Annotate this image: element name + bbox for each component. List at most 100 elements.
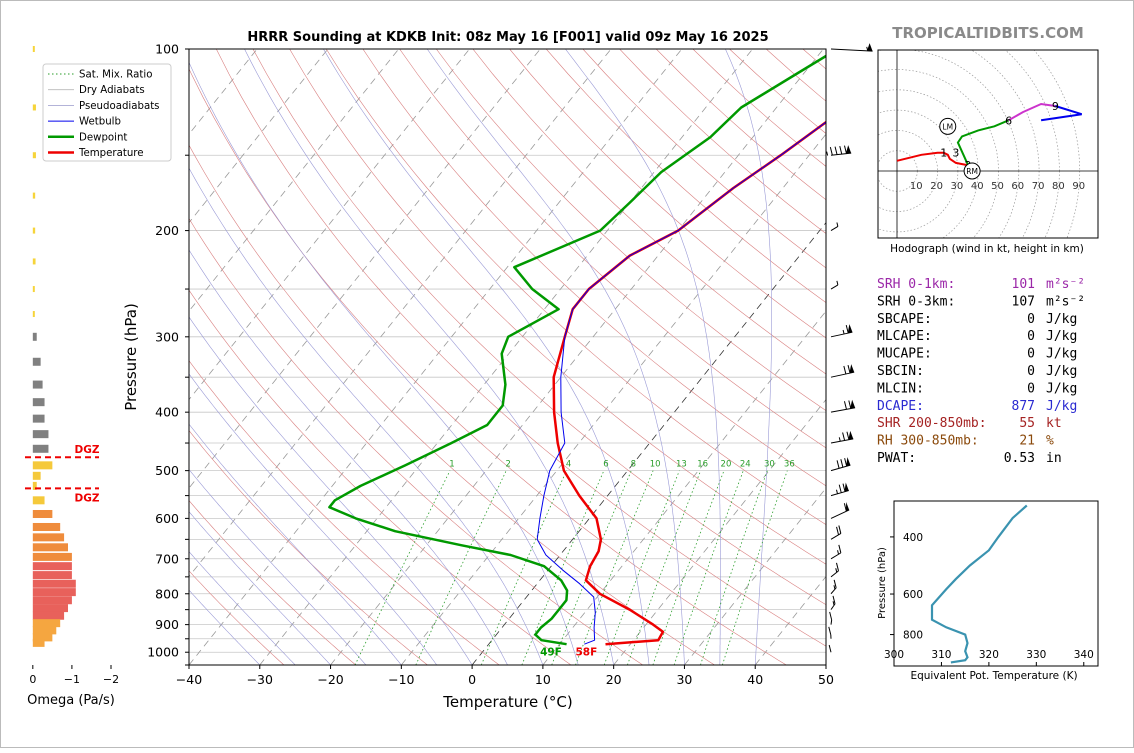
theta-e-y-tick-label: 800 bbox=[903, 630, 923, 642]
index-label: SHR 200-850mb: bbox=[877, 416, 987, 431]
hodograph-frame bbox=[878, 50, 1098, 238]
theta-e-y-tick-label: 400 bbox=[903, 532, 923, 544]
omega-bar bbox=[33, 510, 53, 518]
wind-barb-half-feather bbox=[838, 550, 839, 554]
y-tick-label: 1000 bbox=[147, 645, 179, 660]
wind-barb-feather bbox=[840, 146, 842, 154]
hodograph-ring-label: 70 bbox=[1032, 181, 1045, 192]
y-tick-label: 100 bbox=[155, 42, 179, 57]
index-unit: J/kg bbox=[1046, 364, 1077, 379]
index-value: 877 bbox=[1012, 399, 1035, 414]
wind-barb-half-feather bbox=[843, 330, 844, 334]
x-tick-label: 20 bbox=[606, 672, 622, 687]
dry-adiabat bbox=[510, 49, 1134, 665]
mixing-ratio-line bbox=[576, 471, 654, 665]
pseudoadiabat bbox=[323, 49, 649, 665]
mixing-ratio-line bbox=[552, 471, 632, 665]
wind-barb-feather bbox=[844, 366, 846, 374]
index-unit: kt bbox=[1046, 416, 1062, 431]
omega-bar bbox=[33, 286, 35, 292]
mixing-ratio-label: 4 bbox=[566, 460, 571, 470]
dry-adiabat bbox=[363, 49, 1134, 665]
wind-barb-feather bbox=[830, 612, 832, 620]
wind-barb-shaft bbox=[831, 588, 836, 594]
pseudoadiabat bbox=[134, 49, 543, 665]
index-unit: J/kg bbox=[1046, 347, 1077, 362]
wind-barb-half-feather bbox=[827, 152, 828, 156]
wind-barb-shaft bbox=[831, 533, 841, 539]
theta-e-plot bbox=[932, 506, 1027, 663]
dry-adiabat bbox=[216, 49, 858, 665]
pseudoadiabat bbox=[725, 49, 771, 665]
wind-barb-feather bbox=[835, 147, 837, 155]
theta-e-frame bbox=[894, 501, 1098, 666]
index-value: 0 bbox=[1027, 364, 1035, 379]
mixing-ratio-label: 1 bbox=[449, 460, 454, 470]
omega-bar bbox=[33, 523, 60, 531]
skewt-frame bbox=[189, 49, 826, 665]
wind-barb-half-feather bbox=[834, 585, 835, 589]
wind-barb-half-feather bbox=[837, 281, 838, 285]
theta-e-y-label: Pressure (hPa) bbox=[877, 547, 888, 619]
omega-bar bbox=[33, 571, 72, 579]
omega-axes: 0−1−2 bbox=[29, 665, 119, 686]
x-tick-label: 10 bbox=[535, 672, 551, 687]
wind-barb-shaft bbox=[831, 332, 852, 337]
wind-barb-shaft bbox=[831, 553, 841, 559]
mixing-ratio-label: 8 bbox=[631, 460, 636, 470]
wind-barb-shaft bbox=[831, 49, 873, 51]
x-tick-label: 30 bbox=[676, 672, 692, 687]
theta-e-x-tick-label: 330 bbox=[1026, 649, 1046, 661]
wind-barb-feather bbox=[837, 527, 839, 535]
dry-adiabat bbox=[143, 49, 715, 665]
index-label: SRH 0-3km: bbox=[877, 294, 955, 309]
wind-barb-shaft bbox=[831, 439, 853, 443]
omega-bar bbox=[33, 553, 72, 561]
omega-bar bbox=[33, 604, 68, 612]
hodograph-ring-label: 10 bbox=[910, 181, 923, 192]
omega-bar bbox=[33, 472, 41, 480]
y-tick-label: 300 bbox=[155, 329, 179, 344]
index-label: SBCAPE: bbox=[877, 312, 932, 327]
index-unit: J/kg bbox=[1046, 329, 1077, 344]
dry-adiabat bbox=[253, 49, 930, 665]
index-value: 101 bbox=[1012, 277, 1035, 292]
mixing-ratio-label: 2 bbox=[506, 460, 511, 470]
surface-temperature-label: 58F bbox=[575, 647, 597, 659]
y-tick-label: 500 bbox=[155, 463, 179, 478]
x-tick-label: −10 bbox=[388, 672, 414, 687]
mixing-ratio-label: 20 bbox=[721, 460, 732, 470]
hodograph-ring-label: 30 bbox=[951, 181, 964, 192]
omega-bar bbox=[33, 430, 49, 438]
mixing-ratio-label: 36 bbox=[784, 460, 795, 470]
mixing-ratio-label: 6 bbox=[603, 460, 608, 470]
theta-e-x-tick-label: 320 bbox=[979, 649, 999, 661]
omega-bar bbox=[33, 152, 36, 158]
hodograph-caption: Hodograph (wind in kt, height in km) bbox=[890, 243, 1084, 255]
legend-label: Pseudoadiabats bbox=[79, 101, 160, 112]
index-label: RH 300-850mb: bbox=[877, 434, 979, 449]
hodograph-marker-label: RM bbox=[966, 167, 978, 176]
mixing-ratio-line bbox=[522, 471, 604, 665]
y-tick-label: 800 bbox=[155, 586, 179, 601]
hodograph-ring-label: 90 bbox=[1072, 181, 1085, 192]
dry-adiabat bbox=[913, 49, 1134, 665]
legend-label: Sat. Mix. Ratio bbox=[79, 70, 152, 81]
omega-bar bbox=[33, 588, 76, 596]
hodograph-ring-label: 40 bbox=[971, 181, 984, 192]
wind-barb-shaft bbox=[831, 571, 839, 577]
wind-barb-column bbox=[827, 43, 873, 652]
mixing-ratio-label: 30 bbox=[764, 460, 775, 470]
index-value: 107 bbox=[1012, 294, 1035, 309]
omega-bar bbox=[33, 398, 45, 406]
x-tick-label: −20 bbox=[317, 672, 343, 687]
hodograph-segment bbox=[1041, 106, 1082, 120]
wind-barb-half-feather bbox=[867, 47, 868, 51]
wind-barb-shaft bbox=[831, 491, 849, 496]
x-tick-label: 50 bbox=[818, 672, 834, 687]
hodograph-height-label: 3 bbox=[952, 147, 959, 160]
